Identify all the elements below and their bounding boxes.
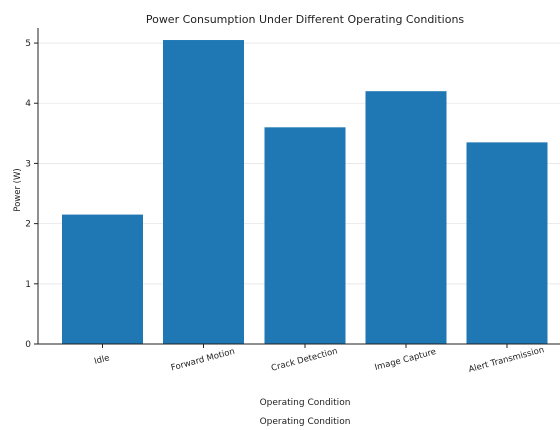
bars [62,40,548,345]
y-tick-label: 2 [25,220,31,230]
y-tick-label: 1 [25,280,31,290]
y-axis-label: Power (W) [13,168,23,211]
x-axis-label-repeat: Operating Condition [260,417,351,426]
bar-crack-detection [264,127,346,344]
bar-idle [62,214,143,344]
axes [37,28,560,345]
y-tick-label: 3 [25,159,31,169]
bar-alert-transmission [466,142,548,344]
y-tick-label: 5 [25,39,31,49]
y-tick-label: 4 [25,99,31,109]
bar-forward-motion [163,40,244,345]
x-tick-label: Idle [93,353,111,367]
y-ticks: 0 1 2 3 4 5 [25,39,38,350]
chart-title: Power Consumption Under Different Operat… [146,13,465,26]
y-tick-label: 0 [25,340,31,350]
x-axis-label: Operating Condition [260,398,351,408]
bar-image-capture [365,91,447,344]
